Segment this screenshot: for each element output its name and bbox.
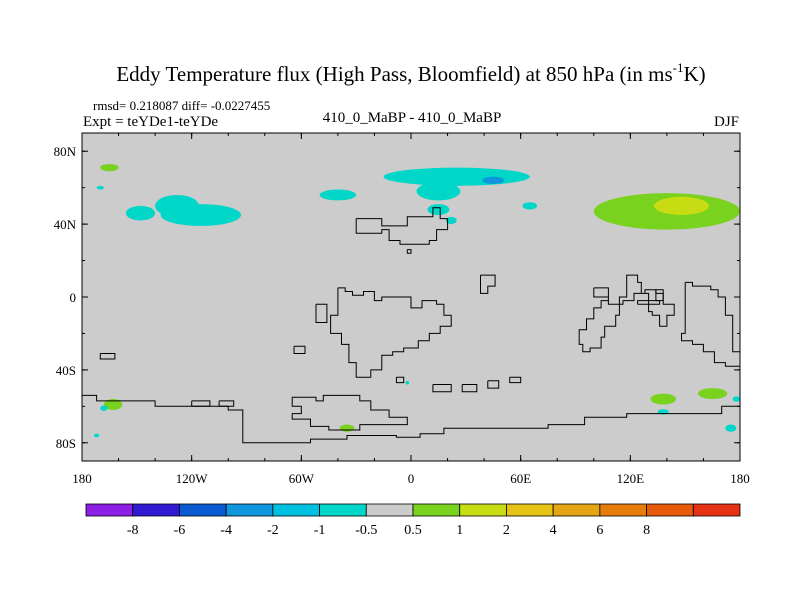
anomaly-blob-22 [339,424,355,432]
coastline-9 [315,303,328,323]
anomaly-blob-9 [445,216,457,225]
anomaly-blob-23 [405,380,410,385]
coastline-7 [291,394,408,431]
colorbar-label-7: 1 [456,523,463,538]
anomaly-blob-13 [654,196,709,215]
coastline-4 [99,353,116,360]
subtitle-text: 410_0_MaBP - 410_0_MaBP [323,110,502,126]
anomaly-blob-15 [697,388,728,400]
coastline-12 [480,274,496,294]
y-tick-label-4: 80S [56,436,76,451]
coastline-16 [509,376,522,384]
anomaly-blob-14 [650,393,677,405]
anomaly-blob-1 [96,185,104,190]
colorbar-label-5: -0.5 [355,523,377,538]
coastline-14 [461,384,478,393]
colorbar-swatch-0 [85,503,134,517]
coastline-17 [578,274,675,353]
colorbar-swatch-12 [646,503,694,517]
anomaly-blob-21 [93,433,100,438]
anomaly-blob-4 [125,205,156,221]
colorbar-swatch-1 [132,503,180,517]
colorbar-swatch-5 [319,503,367,517]
coastline-layer [82,207,740,444]
colorbar-label-10: 6 [596,523,603,538]
title-tail: K) [683,62,705,86]
colorbar-swatch-11 [599,503,647,517]
anomaly-blob-18 [732,396,740,402]
y-axis: 80N 40N 0 40S 80S [54,144,740,451]
colorbar-swatch-3 [225,503,274,517]
stats-text: rmsd= 0.218087 diff= -0.0227455 [93,98,270,113]
colorbar-label-4: -1 [314,523,326,538]
colorbar-label-6: 0.5 [404,523,422,538]
y-tick-label-2: 0 [70,290,77,305]
colorbar-label-11: 8 [643,523,650,538]
chart-title: Eddy Temperature flux (High Pass, Bloomf… [116,60,705,86]
coastline-5 [191,400,211,407]
colorbar-label-1: -6 [174,523,186,538]
x-tick-label-4: 60E [510,471,531,486]
expt-text: Expt = teYDe1-teYDe [83,114,218,130]
colorbar-label-2: -4 [220,523,232,538]
coastline-10 [293,345,306,354]
anomaly-blob-6 [383,167,530,186]
x-tick-label-6: 180 [730,471,750,486]
coastline-6 [218,400,235,407]
anomaly-blob-0 [100,163,119,172]
x-tick-label-2: 60W [289,471,315,486]
colorbar-label-3: -2 [267,523,279,538]
anomaly-blob-20 [100,405,108,411]
y-tick-label-0: 80N [54,144,77,159]
colorbar-label-9: 4 [550,523,557,538]
colorbar-swatch-4 [272,503,320,517]
anomaly-blob-10 [522,202,538,210]
title-main: Eddy Temperature flux (High Pass, Bloomf… [116,62,672,86]
anomaly-layer [93,163,740,438]
coastline-11 [395,376,405,384]
colorbar-swatch-2 [179,503,227,517]
coastline-15 [487,380,500,389]
x-tick-label-5: 120E [617,471,645,486]
coastline-20 [655,289,664,302]
colorbar-swatch-9 [506,503,554,517]
colorbar-swatch-7 [412,503,461,517]
coastline-8 [330,287,452,378]
x-tick-label-0: 180 [72,471,92,486]
x-tick-label-3: 0 [408,471,415,486]
title-superscript: -1 [673,60,684,75]
season-text: DJF [714,114,739,130]
colorbar: -8 -6 -4 -2 -1 -0.5 0.5 1 2 4 6 8 [85,503,741,538]
colorbar-swatch-13 [692,503,741,517]
anomaly-blob-5 [319,189,357,201]
coastline-13 [432,384,452,393]
colorbar-swatch-8 [459,503,507,517]
anomaly-blob-3 [160,204,242,226]
anomaly-blob-19 [103,399,123,410]
x-tick-label-1: 120W [176,471,209,486]
anomaly-blob-7 [416,182,461,201]
y-tick-label-3: 40S [56,363,76,378]
coastline-0 [355,207,449,245]
anomaly-blob-17 [725,424,737,432]
colorbar-label-8: 2 [503,523,510,538]
anomaly-blob-11 [482,176,505,185]
x-axis: 180 120W 60W 0 60E 120E 180 [72,133,750,486]
anomaly-blob-8 [427,204,450,216]
coastline-1 [406,249,412,254]
colorbar-swatch-6 [365,503,414,517]
colorbar-label-0: -8 [127,523,139,538]
colorbar-swatch-10 [552,503,601,517]
y-tick-label-1: 40N [54,217,77,232]
coastline-2 [82,394,740,444]
coastline-19 [681,281,740,367]
